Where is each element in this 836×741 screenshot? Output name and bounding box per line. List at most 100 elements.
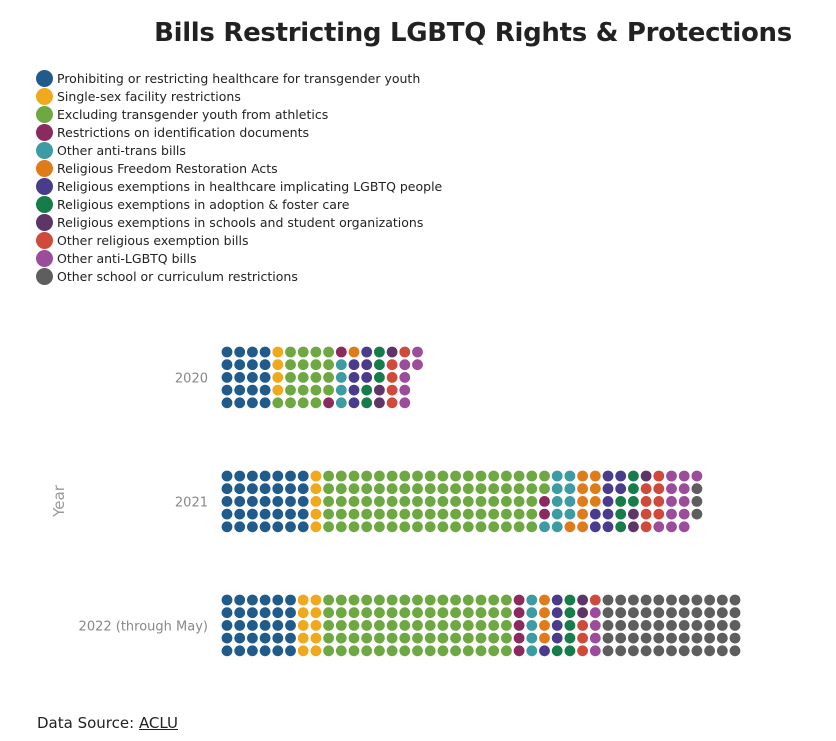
bill-dot <box>361 508 373 520</box>
bill-dot <box>729 607 741 619</box>
bill-dot <box>551 645 563 657</box>
bill-dot <box>589 521 601 533</box>
bill-dot <box>386 384 398 396</box>
bill-dot <box>221 607 233 619</box>
bill-dot <box>602 508 614 520</box>
bill-dot <box>310 607 322 619</box>
bill-dot <box>285 359 296 371</box>
bill-dot <box>361 645 373 657</box>
bill-dot <box>475 521 487 533</box>
bill-dot <box>234 359 246 371</box>
bill-dot <box>221 470 233 482</box>
bill-dot <box>475 632 487 644</box>
bill-dot <box>691 483 703 495</box>
bill-dot <box>323 496 334 507</box>
data-source-link[interactable]: ACLU <box>138 714 178 732</box>
bill-dot <box>259 384 271 396</box>
bill-dot <box>628 470 639 482</box>
bill-dot <box>666 508 677 520</box>
bill-dot <box>513 607 525 619</box>
bill-dot <box>374 594 385 606</box>
bill-dot <box>475 594 487 606</box>
bill-dot <box>589 607 601 619</box>
legend-label: Religious exemptions in healthcare impli… <box>57 178 443 194</box>
bill-dot <box>234 384 246 396</box>
legend-item[interactable]: Religious exemptions in schools and stud… <box>36 213 442 231</box>
bill-dot <box>412 508 423 520</box>
bill-dot <box>589 632 601 644</box>
bill-dot <box>564 496 576 507</box>
bill-dot <box>247 372 258 383</box>
bill-dot <box>272 359 284 371</box>
bill-dot <box>374 496 385 507</box>
bill-dot <box>424 483 436 495</box>
legend-item[interactable]: Other religious exemption bills <box>36 231 442 249</box>
legend-item[interactable]: Religious exemptions in healthcare impli… <box>36 177 442 195</box>
legend-item[interactable]: Excluding transgender youth from athleti… <box>36 105 442 123</box>
legend-item[interactable]: Prohibiting or restricting healthcare fo… <box>36 69 442 87</box>
bill-dot <box>589 496 601 507</box>
bill-dot <box>577 632 588 644</box>
bill-dot <box>729 632 741 644</box>
legend-item[interactable]: Other anti-trans bills <box>36 141 442 159</box>
bill-dot <box>285 372 296 383</box>
bill-dot <box>602 521 614 533</box>
bill-dot <box>450 607 461 619</box>
legend-item[interactable]: Religious Freedom Restoration Acts <box>36 159 442 177</box>
bill-dot <box>704 632 715 644</box>
bill-dot <box>297 594 309 606</box>
bill-dot <box>589 620 601 631</box>
bill-dot <box>577 470 588 482</box>
legend-item[interactable]: Religious exemptions in adoption & foste… <box>36 195 442 213</box>
bill-dot <box>704 594 715 606</box>
bill-dot <box>335 620 347 631</box>
bill-dot <box>424 496 436 507</box>
legend-item[interactable]: Restrictions on identification documents <box>36 123 442 141</box>
bill-dot <box>716 594 728 606</box>
bill-dot <box>285 397 296 409</box>
bill-dot <box>716 620 728 631</box>
bill-dot <box>297 620 309 631</box>
bill-dot <box>539 645 550 657</box>
legend-swatch <box>36 177 53 195</box>
bill-dot <box>564 594 576 606</box>
bill-dot <box>678 607 690 619</box>
bill-dot <box>297 346 309 358</box>
bill-dot <box>577 483 588 495</box>
bill-dot <box>615 620 627 631</box>
bill-dot <box>678 594 690 606</box>
bill-dot <box>234 594 246 606</box>
legend-swatch <box>36 195 53 213</box>
bill-dot <box>539 496 550 507</box>
bill-dot <box>678 470 690 482</box>
legend-item[interactable]: Other anti-LGBTQ bills <box>36 249 442 267</box>
bill-dot <box>234 372 246 383</box>
bill-dot <box>386 397 398 409</box>
legend-item[interactable]: Other school or curriculum restrictions <box>36 267 442 285</box>
bill-dot <box>615 645 627 657</box>
bill-dot <box>247 607 258 619</box>
bill-dot <box>577 607 588 619</box>
bill-dot <box>666 594 677 606</box>
legend-item[interactable]: Single-sex facility restrictions <box>36 87 442 105</box>
legend-swatch <box>36 87 53 105</box>
bill-dot <box>526 632 538 644</box>
bill-dot <box>526 470 538 482</box>
bill-dot <box>462 521 474 533</box>
bill-dot <box>297 372 309 383</box>
bill-dot <box>361 483 373 495</box>
bill-dot <box>450 508 461 520</box>
bill-dot <box>361 346 373 358</box>
bill-dot <box>691 594 703 606</box>
y-axis-label: Year <box>50 484 68 518</box>
bill-dot <box>272 470 284 482</box>
bill-dot <box>348 397 360 409</box>
bill-dot <box>539 607 550 619</box>
bill-dot <box>653 620 665 631</box>
bill-dot <box>374 346 385 358</box>
bill-dot <box>361 521 373 533</box>
bill-dot <box>259 632 271 644</box>
legend-swatch <box>36 123 53 141</box>
bill-dot <box>348 384 360 396</box>
bill-dot <box>310 632 322 644</box>
